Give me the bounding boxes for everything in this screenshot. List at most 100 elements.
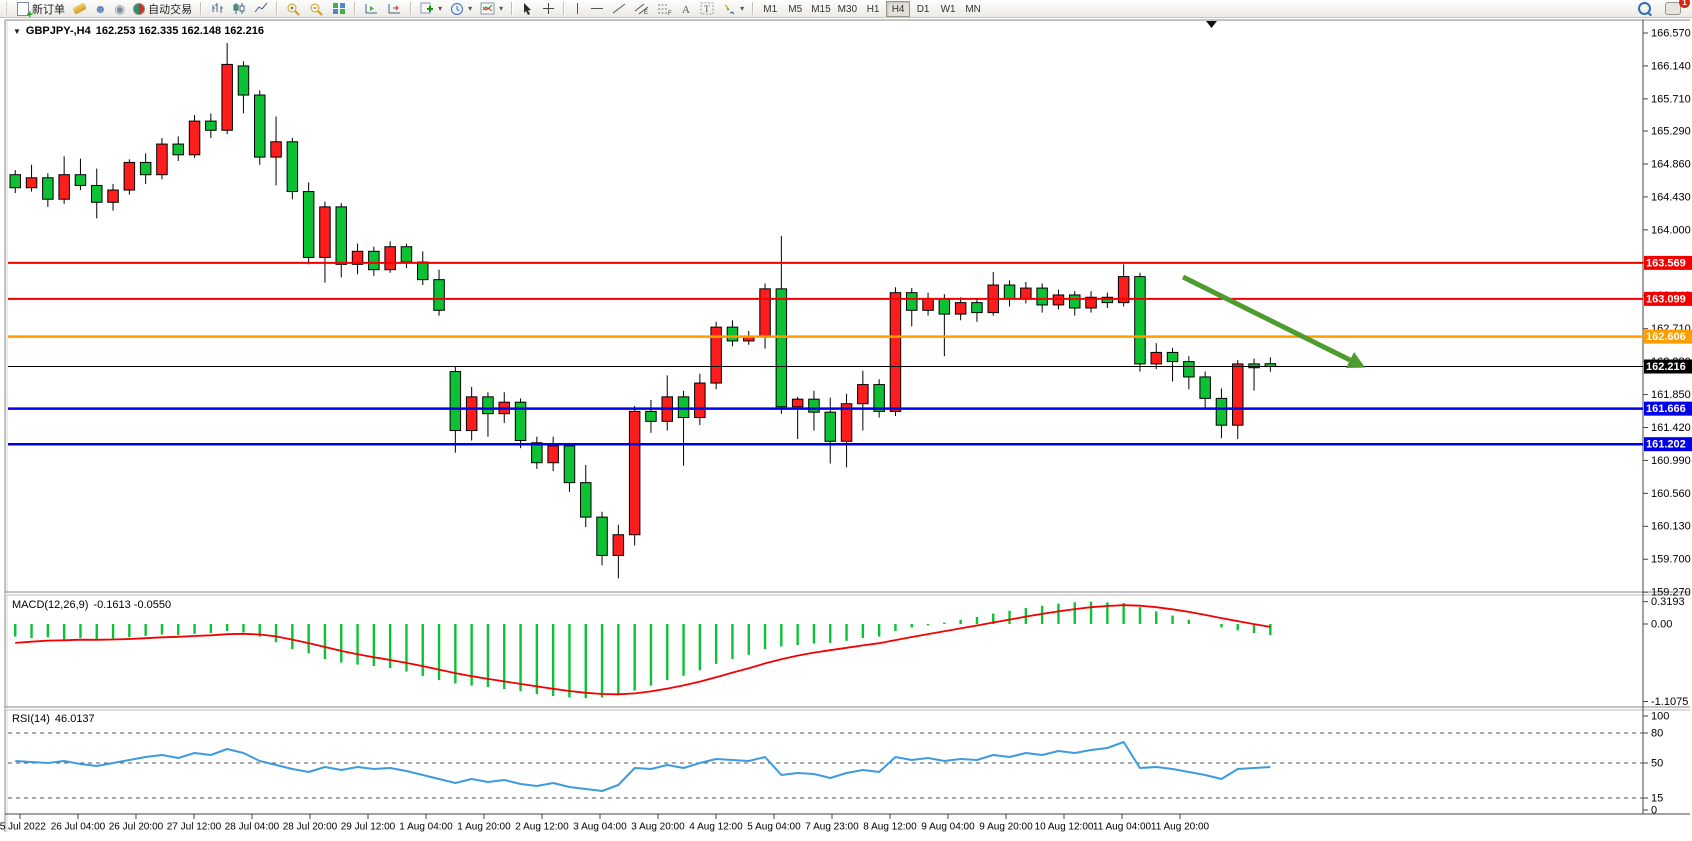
timeframe-button-d1[interactable]: D1 <box>911 1 935 17</box>
timeframe-button-h1[interactable]: H1 <box>861 1 885 17</box>
candle-bear[interactable] <box>645 410 657 422</box>
candle-bear[interactable] <box>971 302 983 314</box>
notifications-button[interactable]: 1 <box>1661 0 1690 17</box>
candle-bear[interactable] <box>302 191 315 258</box>
candle-bull[interactable] <box>1085 296 1097 309</box>
candle-bear[interactable] <box>139 161 152 176</box>
candlestick-mode-button[interactable] <box>228 1 250 17</box>
zoom-out-button[interactable] <box>305 1 328 17</box>
candle-bull[interactable] <box>889 292 902 412</box>
horizontal-line-tool-button[interactable] <box>586 1 608 17</box>
candle-bear[interactable] <box>1248 363 1260 369</box>
timeframe-button-h4[interactable]: H4 <box>886 0 911 17</box>
candle-bear[interactable] <box>205 120 217 131</box>
candle-bull[interactable] <box>759 288 771 338</box>
candle-bear[interactable] <box>580 482 592 518</box>
candle-bear[interactable] <box>237 65 250 96</box>
candle-bear[interactable] <box>1183 361 1195 378</box>
candle-bull[interactable] <box>156 143 168 176</box>
timeframe-button-m1[interactable]: M1 <box>758 1 782 17</box>
candle-bear[interactable] <box>775 288 788 408</box>
candle-bear[interactable] <box>400 246 413 263</box>
timeframe-button-m15[interactable]: M15 <box>808 1 833 17</box>
candle-bull[interactable] <box>1150 351 1162 365</box>
candle-bull[interactable] <box>922 298 934 311</box>
candle-bull[interactable] <box>840 403 853 442</box>
search-button[interactable] <box>1634 1 1655 17</box>
candle-bear[interactable] <box>172 143 184 156</box>
candle-bear[interactable] <box>1101 296 1114 304</box>
timeframe-button-w1[interactable]: W1 <box>936 1 960 17</box>
candle-bull[interactable] <box>694 382 706 419</box>
history-button[interactable] <box>69 1 90 17</box>
auto-trading-button[interactable]: 自动交易 <box>129 1 196 17</box>
candle-bear[interactable] <box>1036 287 1048 306</box>
bar-chart-mode-button[interactable] <box>206 1 228 17</box>
candle-bull[interactable] <box>465 396 478 432</box>
chart-title[interactable]: ▼ GBPJPY-,H4 162.253 162.335 162.148 162.2… <box>13 25 264 37</box>
candle-bear[interactable] <box>1003 284 1016 300</box>
timeframe-button-mn[interactable]: MN <box>961 1 985 17</box>
text-tool-button[interactable]: A <box>676 1 696 17</box>
chart-shift-button[interactable] <box>383 1 406 17</box>
candle-bear[interactable] <box>596 516 608 556</box>
candle-bull[interactable] <box>628 410 641 536</box>
trend-arrow-head[interactable] <box>1345 351 1366 369</box>
candle-bear[interactable] <box>1199 376 1211 399</box>
candle-bear[interactable] <box>1069 294 1081 309</box>
scroll-to-end-icon[interactable] <box>1206 21 1217 28</box>
candle-bear[interactable] <box>563 445 576 484</box>
candle-bull[interactable] <box>107 189 119 203</box>
tile-windows-button[interactable] <box>328 1 350 17</box>
candle-bear[interactable] <box>482 396 494 415</box>
candle-bull[interactable] <box>58 174 70 200</box>
templates-button[interactable]: ▾ <box>476 1 507 17</box>
channel-tool-button[interactable]: E <box>630 1 653 17</box>
candle-bear[interactable] <box>938 298 951 315</box>
candle-bear[interactable] <box>726 326 739 342</box>
candle-bull[interactable] <box>1117 276 1130 304</box>
candle-bull[interactable] <box>547 445 559 464</box>
trendline-tool-button[interactable] <box>608 1 630 17</box>
candle-bear[interactable] <box>335 206 347 265</box>
candle-bear[interactable] <box>74 174 87 186</box>
auto-scroll-button[interactable] <box>360 1 383 17</box>
zoom-in-button[interactable] <box>282 1 305 17</box>
crosshair-tool-button[interactable] <box>538 1 559 17</box>
periods-button[interactable]: ▾ <box>446 1 476 17</box>
candle-bear[interactable] <box>1166 351 1179 363</box>
fibonacci-tool-button[interactable]: F <box>653 1 676 17</box>
candle-bear[interactable] <box>449 371 462 432</box>
candle-bear[interactable] <box>9 174 21 189</box>
arrows-tool-button[interactable]: ▾ <box>718 1 748 17</box>
vertical-line-tool-button[interactable] <box>569 1 586 17</box>
candle-bear[interactable] <box>286 141 299 193</box>
candle-bear[interactable] <box>433 279 445 311</box>
candle-bear[interactable] <box>91 184 103 203</box>
candle-bull[interactable] <box>123 161 136 191</box>
candle-bull[interactable] <box>384 246 396 271</box>
candle-bear[interactable] <box>368 250 380 271</box>
candle-bull[interactable] <box>351 250 364 265</box>
new-order-button[interactable]: 新订单 <box>13 1 69 21</box>
candle-bull[interactable] <box>1232 363 1244 426</box>
candle-bull[interactable] <box>25 177 38 189</box>
candle-bear[interactable] <box>417 261 429 281</box>
candle-bull[interactable] <box>1052 294 1065 306</box>
toolbar-grip[interactable] <box>6 2 10 15</box>
cursor-tool-button[interactable] <box>517 1 538 17</box>
candle-bull[interactable] <box>1020 287 1032 300</box>
line-chart-mode-button[interactable] <box>250 1 272 17</box>
candle-bear[interactable] <box>1134 276 1146 365</box>
candle-bull[interactable] <box>188 120 201 156</box>
candle-bear[interactable] <box>1215 397 1228 426</box>
candle-bull[interactable] <box>791 398 804 408</box>
candle-bear[interactable] <box>514 401 527 442</box>
signal-button[interactable]: ◉ <box>111 1 129 17</box>
candle-bear[interactable] <box>873 384 885 412</box>
candle-bull[interactable] <box>954 302 967 315</box>
text-label-tool-button[interactable]: T <box>696 1 718 17</box>
candle-bull[interactable] <box>612 534 625 556</box>
candle-bear[interactable] <box>824 411 836 442</box>
